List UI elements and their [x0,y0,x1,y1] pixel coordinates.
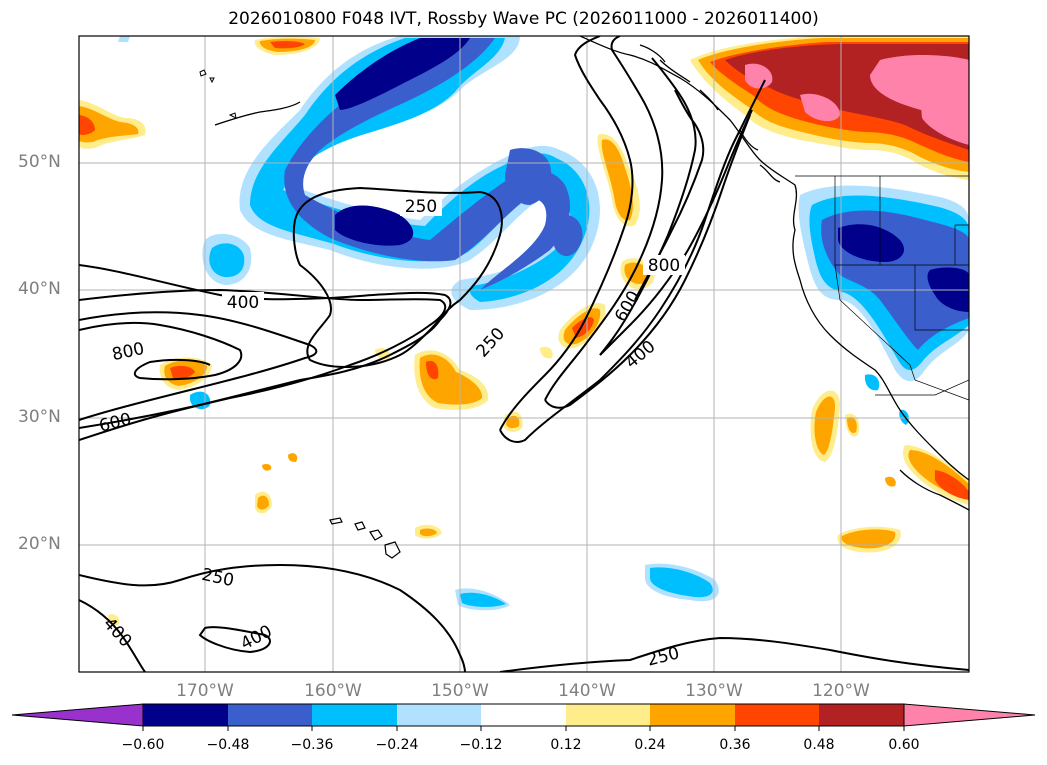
colorbar-tick-label: −0.60 [121,737,165,753]
lat-label-20n: 20°N [18,534,61,554]
colorbar-tick-label: 0.24 [634,737,666,753]
lat-label-50n: 50°N [18,152,61,172]
contour-label-250-gulf: 250 [405,197,437,217]
colorbar-tick-label: 0.12 [550,737,582,753]
colorbar [11,703,1036,731]
hawaii-islands [329,517,401,559]
lon-label-170w: 170°W [176,681,234,701]
lon-label-130w: 130°W [685,681,743,701]
lon-label-150w: 150°W [431,681,489,701]
colorbar-tick-label: −0.24 [375,737,419,753]
contour-label-400-west: 400 [227,293,259,313]
positive-anomaly-northeast [690,36,969,180]
map-frame [78,35,970,673]
colorbar-tick-label: −0.36 [290,737,334,753]
colorbar-tick-label: −0.12 [459,737,503,753]
colorbar-tick-label: 0.60 [888,737,920,753]
contour-label-800-jet: 800 [648,256,680,276]
lon-label-140w: 140°W [558,681,616,701]
lat-label-30n: 30°N [18,407,61,427]
lon-label-160w: 160°W [304,681,362,701]
state-borders [795,175,969,401]
lat-label-40n: 40°N [18,279,61,299]
lon-label-120w: 120°W [812,681,870,701]
colorbar-tick-label: 0.48 [803,737,835,753]
colorbar-tick-label: 0.36 [719,737,751,753]
map-title: 2026010800 F048 IVT, Rossby Wave PC (202… [228,9,819,29]
coastlines [214,36,969,511]
colorbar-tick-label: −0.48 [206,737,250,753]
negative-anomaly-arc [239,36,600,310]
